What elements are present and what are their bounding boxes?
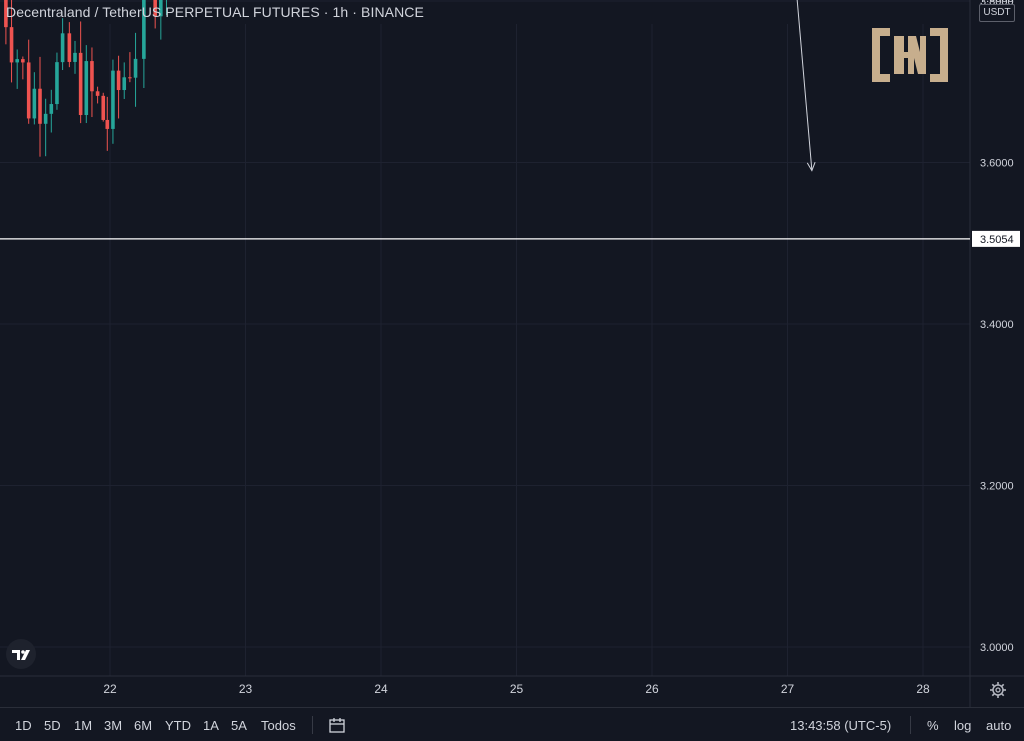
timeframe-6m-button[interactable]: 6M (134, 718, 153, 733)
x-axis-tick-label: 22 (103, 682, 117, 696)
candle-bullish (32, 88, 37, 119)
candle-bullish (122, 77, 127, 91)
currency-badge[interactable]: USDT (979, 4, 1015, 22)
candle-bearish (90, 61, 94, 92)
candle-bullish (84, 61, 89, 116)
toolbar-divider-right (910, 716, 911, 734)
percent-scale-button[interactable]: % (927, 718, 939, 733)
candle-bullish (73, 52, 77, 62)
candle-bearish (21, 59, 25, 63)
candle-bearish (128, 77, 132, 79)
candle-bearish (95, 91, 100, 96)
timeframe-3m-button[interactable]: 3M (104, 718, 123, 733)
auto-scale-button[interactable]: auto (986, 718, 1012, 733)
y-axis-tick-label: 3.4000 (980, 319, 1014, 331)
symbol-title[interactable]: Decentraland / TetherUS PERPETUAL FUTURE… (6, 4, 424, 20)
target-price-label-box (972, 230, 1020, 247)
candle-bullish (111, 70, 115, 129)
candle-bullish (133, 58, 138, 78)
target-arrow-head-icon (806, 161, 816, 172)
timeframe-1m-button[interactable]: 1M (74, 718, 93, 733)
candle-bullish (49, 104, 54, 114)
timeframe-1a-button[interactable]: 1A (203, 718, 219, 733)
candle-bullish (43, 113, 48, 124)
target-price-label: 3.5054 (980, 234, 1014, 246)
bottom-toolbar: 1D 5D 1M 3M 6M YTD 1A 5A Todos 13:43:58 … (0, 707, 1024, 741)
x-axis-tick-label: 24 (374, 682, 388, 696)
timeframe-ytd-button[interactable]: YTD (165, 718, 191, 733)
candle-bullish (142, 0, 146, 59)
timeframe-1d-button[interactable]: 1D (15, 718, 32, 733)
settings-gear-icon[interactable] (989, 681, 1007, 699)
candle-bearish (38, 88, 42, 124)
candle-bearish (153, 0, 157, 17)
tradingview-logo-icon[interactable] (5, 638, 37, 670)
candle-bearish (9, 27, 14, 63)
y-axis-tick-label: 3.6000 (980, 158, 1014, 170)
candle-bearish (78, 52, 83, 116)
toolbar-divider (312, 716, 313, 734)
timeframe-5d-button[interactable]: 5D (44, 718, 61, 733)
candle-bullish (159, 0, 163, 17)
candle-bullish (15, 59, 19, 63)
y-axis-tick-label: 3.2000 (980, 481, 1014, 493)
candle-bullish (55, 62, 59, 105)
timeframe-5a-button[interactable]: 5A (231, 718, 247, 733)
log-scale-button[interactable]: log (954, 718, 972, 733)
x-axis-tick-label: 26 (645, 682, 659, 696)
candle-bullish (60, 33, 65, 63)
x-axis-tick-label: 28 (916, 682, 930, 696)
x-axis-tick-label: 23 (239, 682, 253, 696)
candle-bearish (101, 95, 106, 120)
candle-bearish (26, 62, 31, 119)
y-axis-tick-label-top: 7.0000 (980, 0, 1014, 5)
x-axis-tick-label: 27 (781, 682, 795, 696)
candle-bearish (116, 70, 121, 91)
date-range-calendar-icon[interactable] (328, 717, 346, 733)
beincrypto-logo (872, 28, 948, 82)
candle-bearish (105, 119, 110, 129)
target-arrow-line[interactable] (737, 0, 813, 171)
x-axis-tick-label: 25 (510, 682, 524, 696)
y-axis-tick-label: 3.0000 (980, 642, 1014, 654)
timeframe-all-button[interactable]: Todos (261, 718, 296, 733)
clock-timezone[interactable]: 13:43:58 (UTC-5) (790, 718, 892, 733)
candle-bearish (67, 33, 72, 62)
price-chart[interactable]: 3.00003.20003.40003.60003.80004.00004.20… (0, 0, 1024, 707)
candle-bearish (4, 0, 8, 28)
